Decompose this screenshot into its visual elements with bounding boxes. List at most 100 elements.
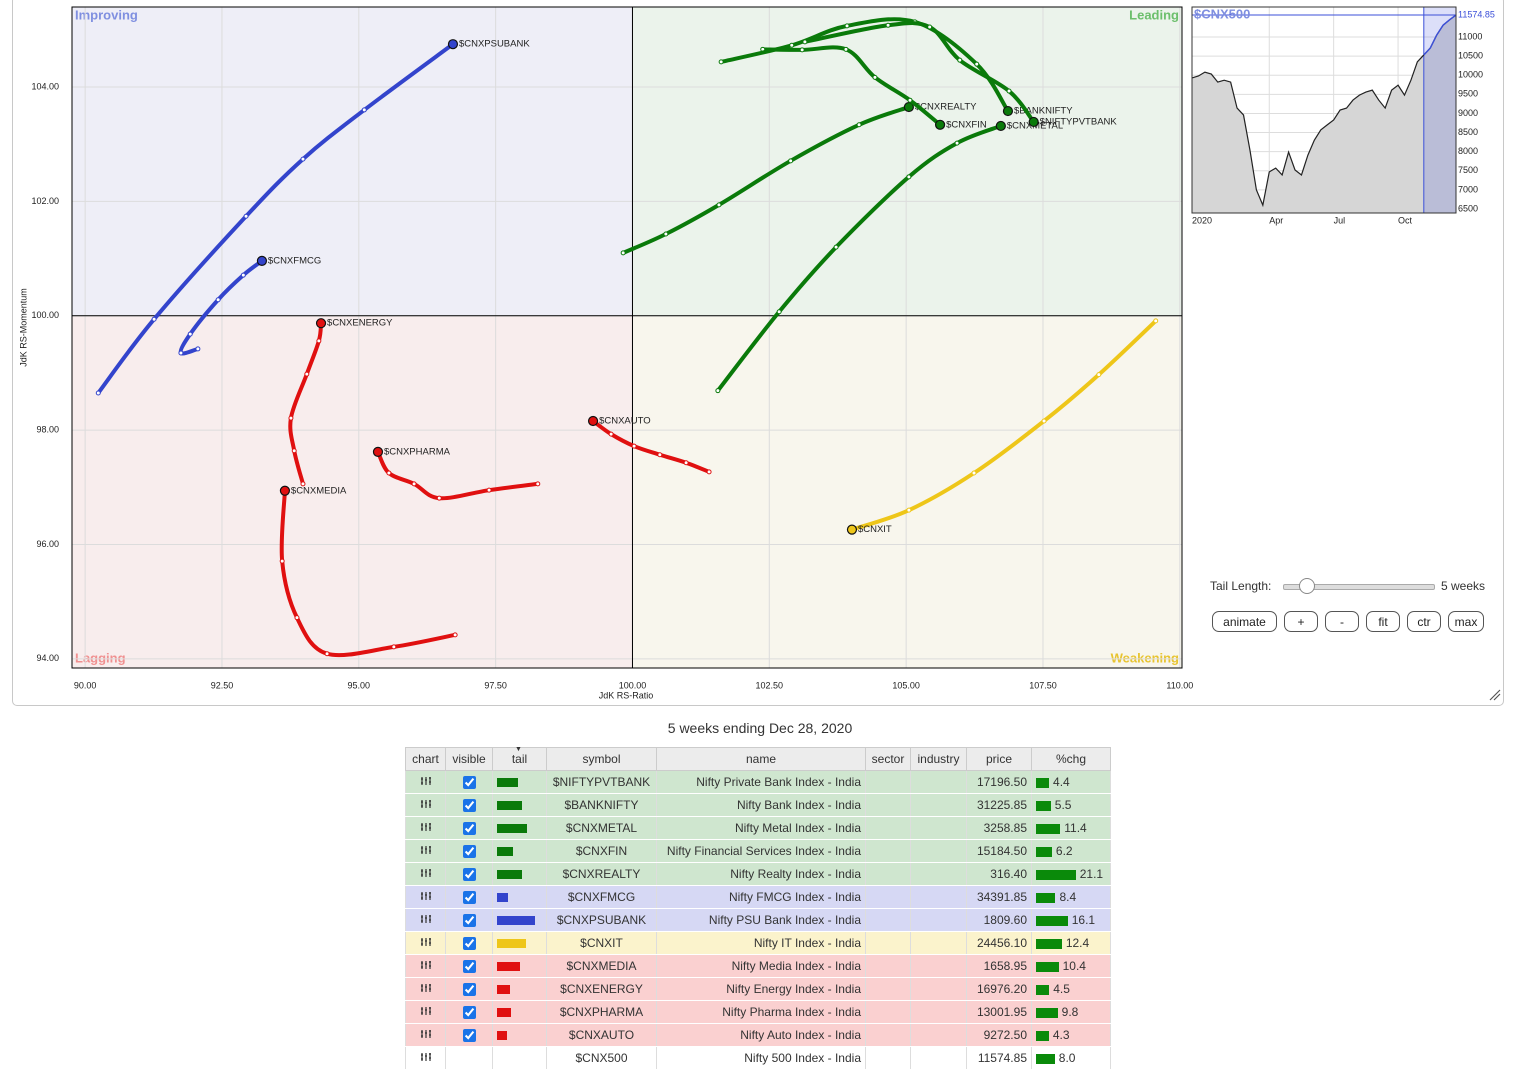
chart-icon[interactable] (420, 914, 432, 924)
visible-checkbox[interactable] (462, 799, 476, 813)
visible-checkbox[interactable] (462, 868, 476, 882)
chg-bar (1036, 800, 1051, 811)
tail-point (151, 316, 157, 322)
tail-price-line (1423, 14, 1457, 56)
column-header[interactable]: visible (445, 747, 493, 771)
tail-point (316, 338, 322, 344)
visible-checkbox[interactable] (462, 960, 476, 974)
chart-icon[interactable] (420, 891, 432, 901)
chg-cell: 10.4 (1031, 954, 1111, 978)
chart-icon[interactable] (420, 1052, 432, 1062)
tail-point (304, 371, 310, 377)
chart-cell (405, 931, 446, 955)
name-cell: Nifty 500 Index - India (656, 1046, 866, 1070)
table-row: $CNXENERGY Nifty Energy Index - India 1697… (405, 977, 1111, 1001)
tail-point (195, 346, 201, 352)
name-cell: Nifty Bank Index - India (656, 793, 866, 817)
icon-glyph (420, 869, 431, 877)
column-header[interactable]: industry (910, 747, 967, 771)
chg-value: 16.1 (1071, 913, 1096, 927)
visible-checkbox[interactable] (462, 914, 476, 928)
column-header[interactable]: name (656, 747, 866, 771)
column-header[interactable]: %chg (1031, 747, 1111, 771)
sector-cell (865, 977, 911, 1001)
visible-checkbox[interactable] (462, 1029, 476, 1043)
sector-cell (865, 1000, 911, 1024)
series-label: $CNXFIN (946, 119, 987, 130)
tail-point (957, 57, 963, 63)
chart-icon[interactable] (420, 845, 432, 855)
last-value-label: 11574.85 (1458, 9, 1495, 19)
chart-icon[interactable] (420, 1029, 432, 1039)
tail-point (833, 244, 839, 250)
name-cell: Nifty Auto Index - India (656, 1023, 866, 1047)
chart-icon[interactable] (420, 822, 432, 832)
caption: 5 weeks ending Dec 28, 2020 (667, 720, 853, 736)
series-label: $CNXMEDIA (291, 485, 347, 496)
chart-icon[interactable] (420, 1006, 432, 1016)
sector-cell (865, 839, 911, 863)
icon-glyph (420, 800, 431, 808)
series-label: $CNXENERGY (327, 318, 393, 329)
chart-cell (405, 793, 446, 817)
industry-cell (910, 931, 967, 955)
button[interactable]: - (1325, 611, 1359, 632)
sector-cell (865, 862, 911, 886)
chart-icon[interactable] (420, 868, 432, 878)
x-tick-label: Jul (1334, 215, 1346, 225)
column-header[interactable]: tail ▼ (492, 746, 547, 771)
chg-value: 11.4 (1064, 821, 1087, 835)
tail-slider[interactable] (1283, 578, 1435, 594)
tail-point (535, 481, 541, 487)
column-header[interactable]: price (966, 747, 1032, 771)
tail-line (96, 42, 455, 395)
visible-checkbox[interactable] (462, 822, 476, 836)
tail-point (872, 74, 878, 80)
industry-cell (910, 862, 967, 886)
chart-icon[interactable] (420, 799, 432, 809)
tail-point (1006, 88, 1012, 94)
price-line (1191, 14, 1457, 208)
visible-checkbox[interactable] (462, 891, 476, 905)
visible-checkbox[interactable] (462, 983, 476, 997)
symbol-cell: $CNXIT (546, 931, 657, 955)
chg-bar (1036, 1007, 1058, 1018)
chg-bar (1036, 777, 1050, 788)
column-header[interactable]: chart (405, 747, 446, 771)
visible-checkbox[interactable] (462, 937, 476, 951)
button[interactable]: ctr (1407, 611, 1441, 632)
button[interactable]: fit (1366, 611, 1400, 632)
button[interactable]: + (1284, 611, 1318, 632)
chg-value: 10.4 (1062, 959, 1086, 973)
chg-bar (1036, 846, 1052, 857)
quadrant-lagging (72, 315, 633, 668)
tail-point (718, 59, 724, 65)
y-tick-label: 9000 (1458, 108, 1478, 118)
visible-checkbox[interactable] (462, 845, 476, 859)
column-header[interactable]: sector (865, 747, 911, 771)
chart-icon[interactable] (420, 937, 432, 947)
table-row: $BANKNIFTY Nifty Bank Index - India 31225.… (405, 793, 1111, 817)
tail-point (215, 297, 221, 303)
x-axis-label: JdK RS-Ratio (599, 690, 654, 700)
visible-checkbox[interactable] (462, 1006, 476, 1020)
column-header[interactable]: symbol (546, 747, 657, 771)
slider-thumb[interactable] (1299, 578, 1315, 594)
chart-icon[interactable] (420, 776, 432, 786)
button[interactable]: animate (1212, 611, 1277, 632)
button[interactable]: max (1448, 611, 1484, 632)
resize-handle[interactable] (1489, 689, 1501, 701)
chart-icon[interactable] (420, 960, 432, 970)
tail-head (995, 120, 1006, 132)
y-tick-label: 102.00 (31, 196, 59, 206)
chg-value: 8.0 (1058, 1051, 1076, 1065)
tail-point (288, 415, 294, 421)
tail-point (927, 24, 933, 30)
tail-point (657, 452, 663, 458)
visible-checkbox[interactable] (462, 776, 476, 790)
tail-point (789, 42, 795, 48)
price-cell: 3258.85 (966, 816, 1032, 840)
chart-icon[interactable] (420, 983, 432, 993)
tail-point (974, 61, 980, 67)
tail-bar (497, 869, 522, 879)
